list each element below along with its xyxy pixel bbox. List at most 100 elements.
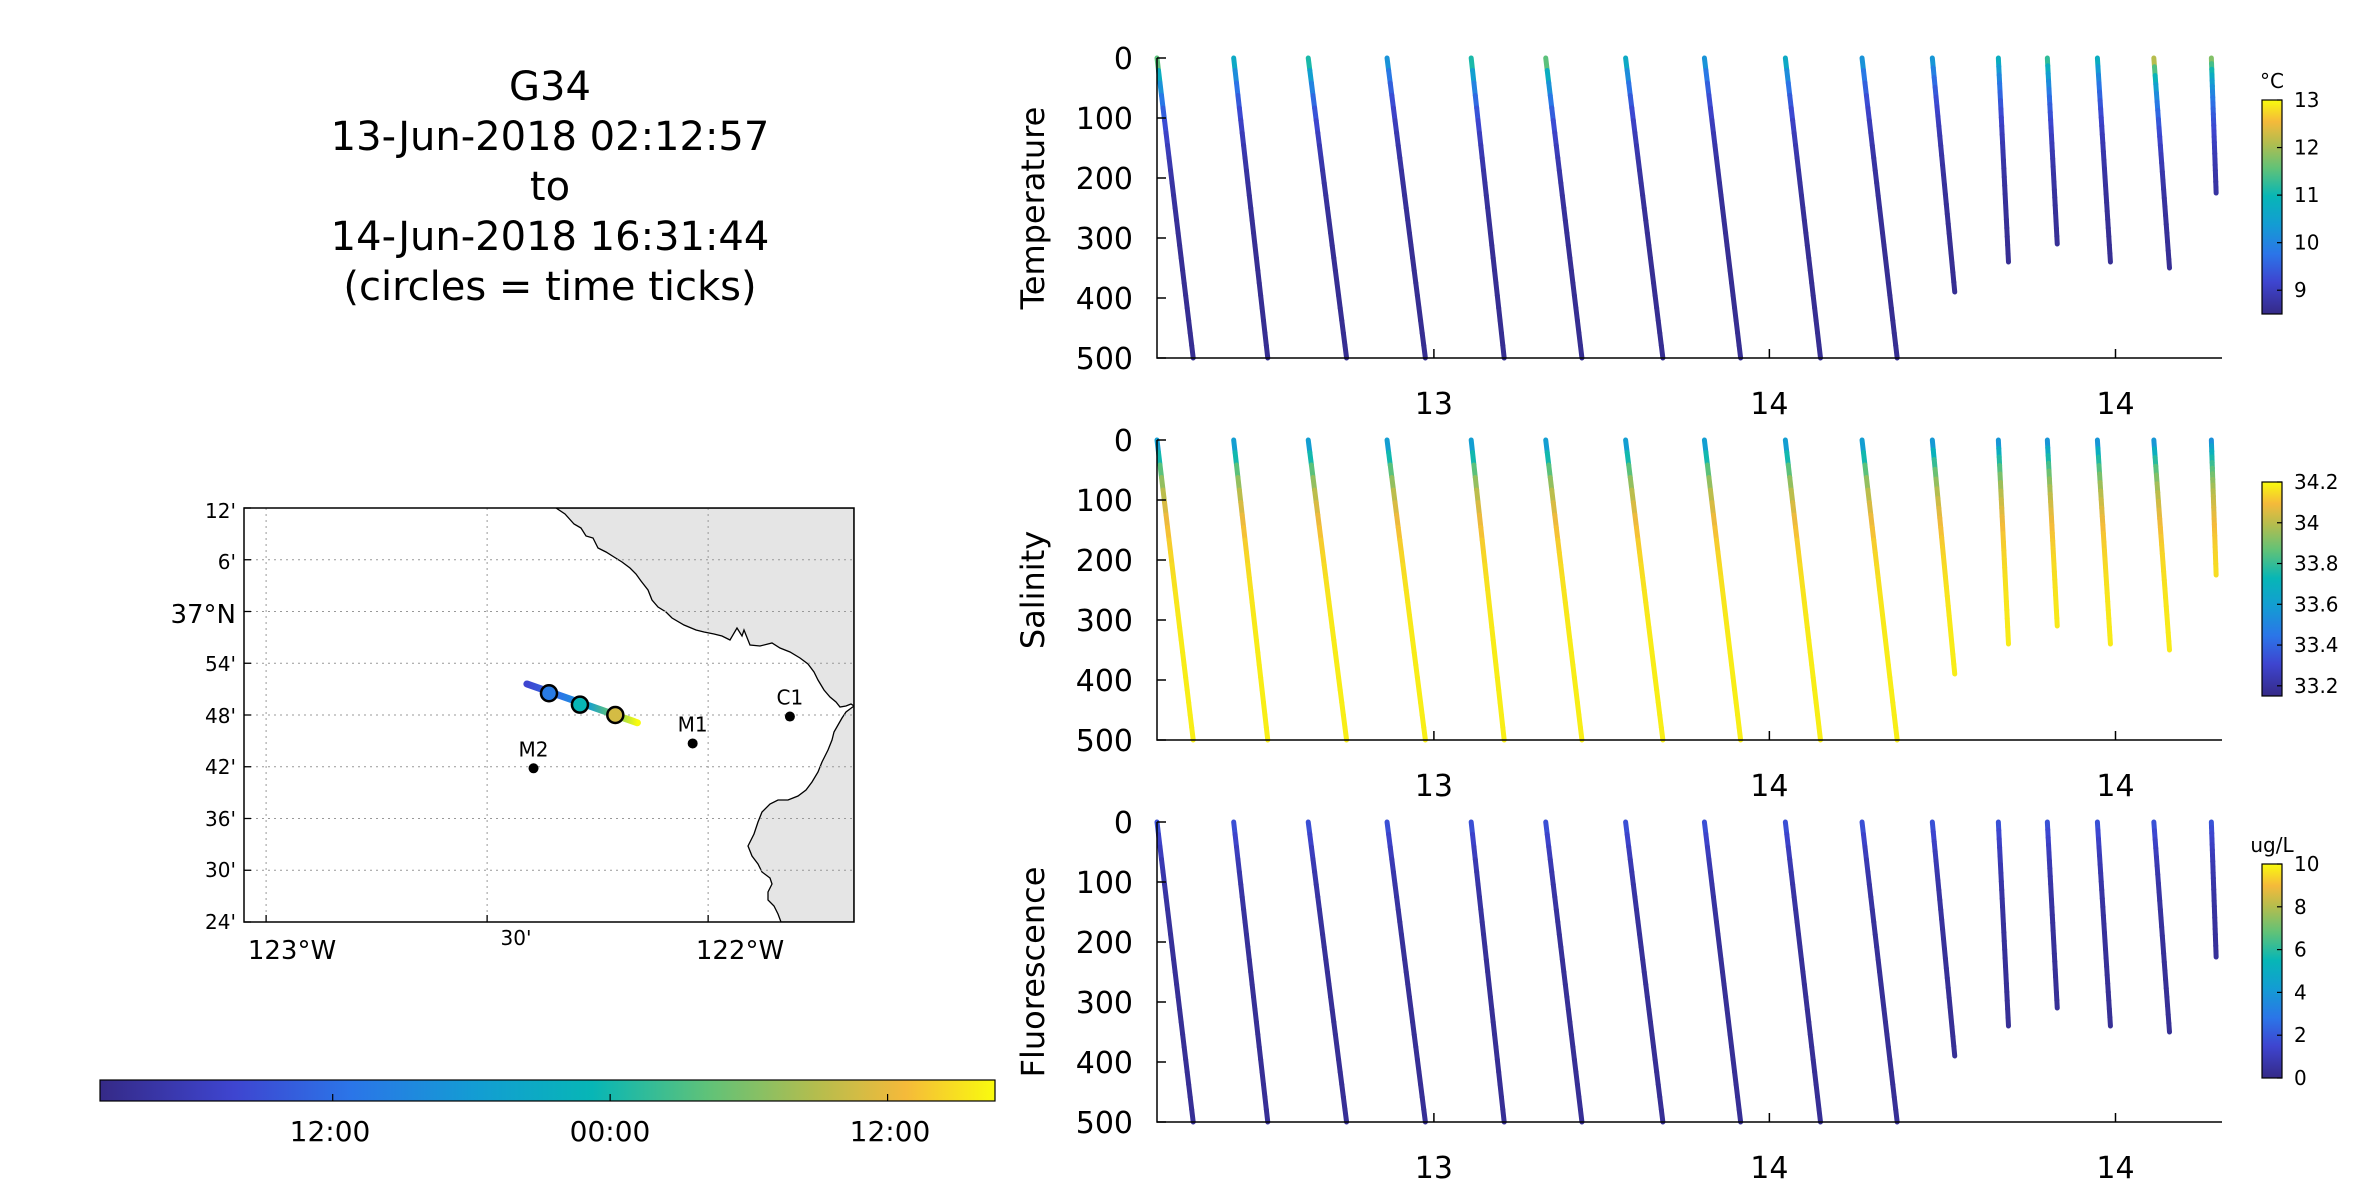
profile-segment bbox=[2107, 1015, 2113, 1029]
y-tick-label: 500 bbox=[1076, 342, 1133, 377]
x-tick-label: 14 bbox=[2096, 387, 2134, 422]
map-panel: 12' 6' 37°N 54' 48' 42' 36' 30' 24' 123°… bbox=[170, 499, 855, 966]
colorbar-tick-label: 33.4 bbox=[2294, 633, 2339, 657]
panel-axes bbox=[1156, 822, 2222, 1123]
x-tick-label: 13 bbox=[1415, 387, 1453, 422]
colorbar-tick-label: 2 bbox=[2294, 1023, 2307, 1047]
profile-trace bbox=[1154, 437, 1196, 743]
y-axis-label: Salinity bbox=[1014, 531, 1052, 649]
colorbar-tick-label: 12 bbox=[2294, 136, 2319, 160]
map-ticks bbox=[244, 507, 709, 923]
profile-segment bbox=[1421, 1107, 1428, 1125]
lon-tick-122w: 122°W bbox=[696, 936, 784, 966]
x-tick-label: 14 bbox=[1750, 769, 1788, 804]
to-label: to bbox=[529, 164, 571, 210]
end-time: 14-Jun-2018 16:31:44 bbox=[330, 214, 770, 260]
profile-trace bbox=[1859, 437, 1900, 743]
profile-trace bbox=[2208, 437, 2219, 578]
time-colorbar-ticks bbox=[332, 1094, 889, 1101]
profile-trace bbox=[1384, 437, 1428, 743]
y-axis-label: Temperature bbox=[1014, 107, 1052, 311]
time-tick-1: 12:00 bbox=[290, 1115, 371, 1148]
lat-tick-24: 24' bbox=[205, 910, 236, 934]
lat-tick-36: 36' bbox=[205, 807, 236, 831]
profile-trace bbox=[1154, 819, 1196, 1125]
profile-segment bbox=[1342, 343, 1350, 361]
colorbar-unit: °C bbox=[2260, 69, 2284, 93]
profile-trace bbox=[1701, 55, 1744, 361]
profile-segment bbox=[1736, 725, 1744, 743]
colorbar-tick-label: 34 bbox=[2294, 511, 2319, 535]
glider-name: G34 bbox=[509, 64, 591, 110]
time-colorbar-gradient bbox=[99, 1079, 996, 1102]
profile-segment bbox=[1500, 1107, 1507, 1125]
y-tick-label: 500 bbox=[1076, 724, 1133, 759]
profile-trace bbox=[1623, 55, 1666, 361]
colorbar-tick-label: 6 bbox=[2294, 938, 2307, 962]
lat-tick-12: 12' bbox=[205, 499, 236, 523]
profile-trace bbox=[1929, 437, 1958, 677]
station-label: M1 bbox=[678, 712, 708, 736]
profile-trace bbox=[2151, 437, 2172, 653]
colorbar-tick-label: 33.8 bbox=[2294, 552, 2339, 576]
profile-segment bbox=[1577, 1107, 1585, 1125]
start-time: 13-Jun-2018 02:12:57 bbox=[330, 114, 770, 160]
y-tick-label: 100 bbox=[1076, 102, 1133, 137]
time-tick-3: 12:00 bbox=[850, 1115, 931, 1148]
profile-trace bbox=[2151, 819, 2172, 1035]
y-tick-label: 400 bbox=[1076, 1046, 1133, 1081]
profile-segment bbox=[1342, 725, 1350, 743]
colorbar-tick-label: 8 bbox=[2294, 895, 2307, 919]
colorbar-unit: ug/L bbox=[2250, 833, 2294, 857]
profile-segment bbox=[1893, 1107, 1900, 1125]
profile-trace bbox=[2094, 437, 2113, 647]
profile-segment bbox=[1951, 279, 1958, 295]
colorbar-tick-label: 10 bbox=[2294, 852, 2319, 876]
profile-segment bbox=[2166, 638, 2172, 653]
profile-trace bbox=[2044, 437, 2060, 629]
profile-segment bbox=[1893, 725, 1900, 743]
colorbar-tick-label: 10 bbox=[2294, 231, 2319, 255]
profile-trace bbox=[1231, 55, 1271, 361]
y-axis-label: Fluorescence bbox=[1014, 867, 1052, 1078]
panel-axes bbox=[1156, 58, 2222, 359]
profile-trace bbox=[1231, 437, 1271, 743]
x-tick-label: 13 bbox=[1415, 1151, 1453, 1181]
profile-segment bbox=[1500, 343, 1507, 361]
profile-trace bbox=[1782, 819, 1823, 1125]
panel-temperature: 0 100 200 300 400 500 13 14 14 Temperature 13 12 11 1… bbox=[1014, 42, 2319, 422]
y-tick-label: 500 bbox=[1076, 1106, 1133, 1141]
x-tick-label: 14 bbox=[2096, 769, 2134, 804]
profile-trace bbox=[2208, 55, 2219, 196]
time-tick-2: 00:00 bbox=[570, 1115, 651, 1148]
profile-segment bbox=[2107, 251, 2113, 265]
glider-track bbox=[523, 680, 641, 727]
y-tick-label: 100 bbox=[1076, 866, 1133, 901]
y-tick-label: 400 bbox=[1076, 282, 1133, 317]
profile-trace bbox=[1701, 819, 1744, 1125]
profile-segment bbox=[1189, 343, 1196, 361]
profile-segment bbox=[1951, 661, 1958, 677]
lon-tick-123w: 123°W bbox=[248, 936, 336, 966]
profile-trace bbox=[1305, 55, 1350, 361]
profile-trace bbox=[1384, 55, 1428, 361]
lat-tick-6: 6' bbox=[218, 550, 236, 574]
lat-tick-54: 54' bbox=[205, 652, 236, 676]
profile-trace bbox=[1468, 819, 1507, 1125]
x-tick-label: 13 bbox=[1415, 769, 1453, 804]
profile-trace bbox=[1305, 437, 1350, 743]
profile-trace bbox=[1995, 55, 2011, 265]
circles-note: (circles = time ticks) bbox=[343, 264, 757, 310]
colorbar-tick-label: 33.2 bbox=[2294, 674, 2339, 698]
profile-trace bbox=[2044, 819, 2060, 1011]
colorbar-tick-label: 13 bbox=[2294, 88, 2319, 112]
colorbar bbox=[2261, 863, 2283, 1079]
y-tick-label: 300 bbox=[1076, 222, 1133, 257]
profile-segment bbox=[1263, 1107, 1271, 1125]
lat-tick-42: 42' bbox=[205, 755, 236, 779]
time-tick-circle bbox=[539, 684, 559, 703]
profile-trace bbox=[1929, 819, 1958, 1059]
profile-trace bbox=[1468, 55, 1507, 361]
